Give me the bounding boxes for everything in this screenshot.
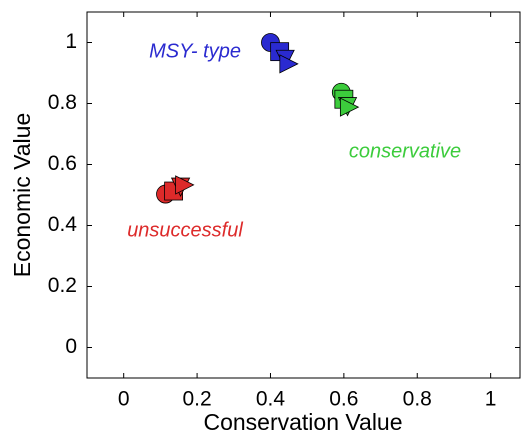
y-tick-label: 0.8 bbox=[48, 91, 77, 114]
x-tick-label: 0.6 bbox=[329, 388, 358, 411]
annotation: MSY- type bbox=[149, 40, 241, 62]
x-axis-label: Conservation Value bbox=[203, 409, 402, 435]
x-tick-label: 0 bbox=[118, 388, 130, 411]
x-tick-label: 1 bbox=[485, 388, 497, 411]
x-tick-label: 0.4 bbox=[256, 388, 286, 411]
y-tick-label: 0 bbox=[65, 335, 77, 358]
x-tick-label: 0.2 bbox=[182, 388, 211, 411]
point bbox=[175, 175, 195, 195]
annotation: conservative bbox=[349, 140, 461, 162]
annotation: unsuccessful bbox=[127, 219, 243, 241]
x-tick-label: 0.8 bbox=[403, 388, 432, 411]
y-tick-label: 0.6 bbox=[48, 152, 77, 175]
y-tick-label: 0.4 bbox=[48, 213, 78, 236]
point bbox=[279, 54, 299, 74]
y-tick-label: 1 bbox=[65, 30, 77, 53]
y-axis-label: Economic Value bbox=[9, 113, 35, 278]
y-tick-label: 0.2 bbox=[48, 274, 77, 297]
plot-frame bbox=[86, 11, 521, 379]
point bbox=[339, 97, 360, 117]
